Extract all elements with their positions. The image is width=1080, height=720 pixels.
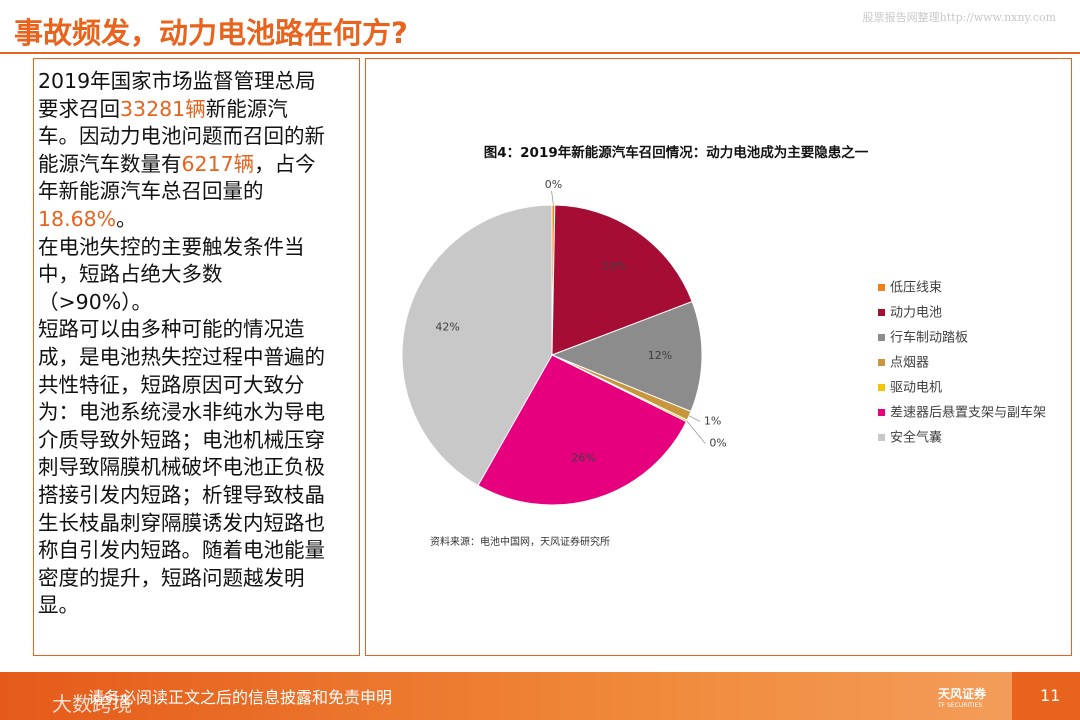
chart-source: 资料来源：电池中国网，天风证券研究所 [430,535,610,548]
leader-line [686,420,706,444]
slice-label: 26% [571,451,595,464]
pie-slice [401,204,553,487]
slice-label: 19% [602,260,626,273]
legend-label: 驱动电机 [890,381,942,396]
page-number-box [1012,672,1080,720]
body-text: 2019年国家市场监督管理总局要求召回33281辆新能源汽车。因动力电池问题而召… [38,68,326,620]
highlight: 6217辆 [181,151,255,176]
paragraph: 在电池失控的主要触发条件当中，短路占绝大多数（>90%）。 [38,234,326,317]
leader-line [688,415,701,422]
highlight: 18.68% [38,206,117,231]
title-rule [0,52,1080,54]
legend-label: 低压线束 [890,281,942,296]
legend-label: 差速器后悬置支架与副车架 [890,405,1046,421]
text-run: 短路可以由多种可能的情况造成，是电池热失控过程中普遍的共性特征，短路原因可大致分… [38,317,325,618]
legend-swatch [878,334,885,341]
brand-sub: TF SECURITIES [938,702,983,709]
text-run: 2019年国家市场监督管理总局要求召回 [38,69,316,121]
page-number: 11 [1040,686,1061,705]
legend-swatch [878,359,885,366]
paragraph: 短路可以由多种可能的情况造成，是电池热失控过程中普遍的共性特征，短路原因可大致分… [38,316,326,620]
text-run: ，占今年新能源汽车总召回量的 [38,151,316,204]
slice-label: 12% [648,349,672,362]
text-run: 新能源汽车。因动力电池问题而召回的新能源汽车数量有 [38,96,325,176]
slide-title: 事故频发，动力电池路在何方? [14,16,408,50]
slice-label: 42% [435,320,459,333]
disclaimer: 请务必阅读正文之后的信息披露和免责申明 [88,688,393,707]
leader-line [551,190,554,206]
legend-label: 行车制动踏板 [890,330,968,346]
watermark: 股票报告网整理http://www.nxny.com [862,11,1056,24]
brand: 天风证券 [938,687,987,701]
text-panel [33,58,360,656]
highlight: 33281辆 [120,96,206,121]
legend-swatch [878,309,885,316]
legend-label: 点烟器 [890,356,929,371]
legend-label: 动力电池 [890,306,942,321]
text-run: 。 [116,206,137,231]
chart-panel [365,58,1072,656]
slice-label: 1% [704,414,721,427]
slice-label: 0% [709,436,726,449]
footer-bar [0,672,1080,720]
pie-slice [550,300,703,413]
legend-swatch [878,284,885,291]
chart-title: 图4：2019年新能源汽车召回情况：动力电池成为主要隐患之一 [484,144,869,161]
text-run: 在电池失控的主要触发条件当中，短路占绝大多数（>90%）。 [38,234,305,314]
pie-slice [551,204,693,356]
pie-slice [477,354,688,506]
paragraph: 2019年国家市场监督管理总局要求召回33281辆新能源汽车。因动力电池问题而召… [38,68,326,234]
legend-swatch [878,409,885,416]
legend-label: 安全气囊 [890,430,942,446]
legend-swatch [878,434,885,441]
legend-swatch [878,384,885,391]
footer-watermark: 大数跨境 [52,692,132,716]
slice-label: 0% [545,178,562,191]
